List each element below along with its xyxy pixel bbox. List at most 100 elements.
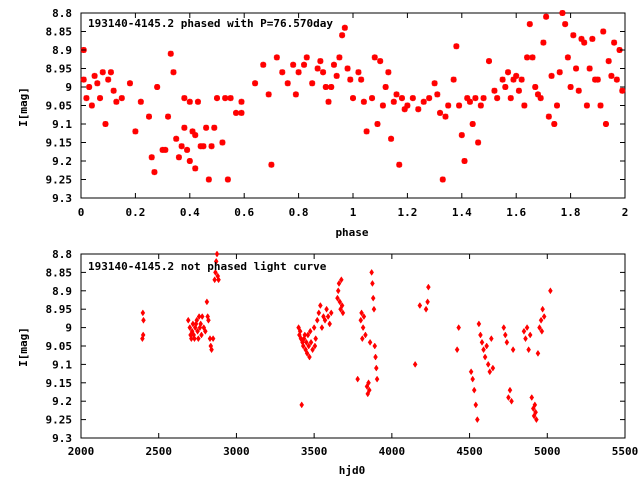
unphased-data-point bbox=[339, 276, 344, 284]
unphased-data-point bbox=[526, 346, 531, 354]
phased-x-tick-label: 1.6 bbox=[506, 206, 526, 219]
unphased-data-point bbox=[524, 324, 530, 332]
phased-data-point bbox=[510, 76, 517, 83]
phased-data-point bbox=[181, 95, 188, 102]
unphased-data-point bbox=[482, 353, 488, 361]
phased-data-point bbox=[575, 87, 582, 94]
unphased-data-point bbox=[471, 386, 477, 394]
unphased-data-point bbox=[367, 386, 372, 394]
unphased-data-point bbox=[541, 313, 547, 321]
phased-x-axis-label: phase bbox=[335, 226, 368, 239]
unphased-x-tick-label: 2000 bbox=[68, 445, 95, 458]
unphased-data-point bbox=[487, 368, 493, 376]
unphased-y-tick-label: 9.3 bbox=[52, 432, 72, 445]
phased-data-point bbox=[214, 95, 220, 102]
unphased-data-point bbox=[366, 379, 371, 387]
unphased-data-point bbox=[207, 335, 213, 343]
unphased-y-tick-label: 8.8 bbox=[52, 248, 72, 261]
phased-data-point bbox=[458, 132, 465, 139]
phased-data-point bbox=[396, 161, 403, 168]
phased-chart-title: 193140-4145.2 phased with P=76.570day bbox=[88, 17, 333, 30]
phased-data-point bbox=[165, 113, 172, 120]
phased-data-point bbox=[273, 54, 280, 61]
phased-data-point bbox=[456, 102, 463, 109]
phased-data-point bbox=[205, 176, 212, 183]
phased-data-point bbox=[186, 158, 193, 164]
phased-data-point bbox=[222, 95, 229, 102]
phased-data-point bbox=[469, 121, 476, 127]
phased-data-point bbox=[491, 87, 498, 94]
unphased-data-point bbox=[485, 360, 491, 368]
unphased-data-point bbox=[304, 349, 310, 357]
phased-data-point bbox=[409, 95, 416, 102]
phased-data-point bbox=[102, 121, 109, 127]
unphased-data-point bbox=[195, 327, 200, 335]
phased-data-point bbox=[322, 84, 329, 90]
phased-data-point bbox=[184, 146, 191, 153]
phased-data-point bbox=[200, 143, 207, 150]
phased-data-point bbox=[426, 95, 433, 102]
unphased-data-point bbox=[339, 302, 345, 309]
phased-data-point bbox=[194, 98, 201, 105]
unphased-data-point bbox=[360, 335, 365, 343]
phased-data-point bbox=[118, 95, 125, 102]
unphased-data-point bbox=[475, 416, 480, 424]
phased-data-point bbox=[374, 121, 381, 127]
unphased-data-point bbox=[534, 416, 539, 424]
phased-data-point bbox=[562, 21, 569, 28]
unphased-data-point bbox=[369, 268, 374, 276]
phased-ticks: 0 0.2 0.4 0.6 0.8 1 1.2 1.4 1.6 1.8 2 8.8 8.85 8.9 8.9… bbox=[46, 7, 629, 219]
unphased-data-point bbox=[412, 360, 418, 368]
unphased-data-point bbox=[311, 324, 317, 332]
phased-data-point bbox=[137, 98, 144, 105]
phased-data-point bbox=[583, 102, 590, 109]
phased-data-point bbox=[211, 124, 218, 131]
phased-data-point bbox=[88, 102, 95, 109]
unphased-data-point bbox=[187, 324, 193, 332]
phased-data-point bbox=[146, 113, 152, 120]
unphased-data-point bbox=[372, 342, 378, 350]
unphased-data-point bbox=[336, 279, 342, 287]
phased-data-point bbox=[377, 58, 384, 65]
unphased-data-point bbox=[503, 331, 508, 339]
phased-data-point bbox=[268, 161, 275, 168]
unphased-data-point bbox=[307, 353, 312, 361]
phased-data-point bbox=[605, 58, 612, 65]
unphased-x-tick-label: 5000 bbox=[534, 445, 561, 458]
phased-data-point bbox=[333, 72, 340, 79]
unphased-data-point bbox=[426, 283, 431, 291]
phased-data-point bbox=[339, 32, 346, 39]
phased-data-point bbox=[341, 24, 348, 31]
phased-data-point bbox=[398, 95, 405, 102]
unphased-data-point bbox=[335, 294, 340, 302]
phased-data-point bbox=[238, 109, 245, 116]
phased-data-point bbox=[192, 165, 199, 172]
phased-data-point bbox=[382, 84, 389, 90]
unphased-x-tick-label: 3500 bbox=[301, 445, 328, 458]
unphased-x-tick-label: 4500 bbox=[456, 445, 483, 458]
unphased-data-point bbox=[359, 309, 364, 317]
phased-x-tick-label: 0.6 bbox=[234, 206, 254, 219]
unphased-data-point bbox=[140, 309, 146, 317]
phased-data-point bbox=[173, 135, 180, 142]
phased-data-point bbox=[586, 65, 593, 72]
unphased-data-point bbox=[314, 316, 320, 324]
phased-x-tick-label: 0.2 bbox=[125, 206, 145, 219]
phased-data-point bbox=[439, 176, 446, 183]
phased-x-tick-label: 1 bbox=[350, 206, 357, 219]
unphased-data-point bbox=[192, 335, 197, 343]
phased-chart: 0 0.2 0.4 0.6 0.8 1 1.2 1.4 1.6 1.8 2 8.8 8.85 8.9 8.9… bbox=[17, 7, 628, 239]
unphased-data-point bbox=[355, 375, 360, 383]
unphased-data-point bbox=[540, 305, 545, 313]
unphased-data-point bbox=[206, 316, 211, 324]
unphased-data-point bbox=[370, 294, 376, 302]
phased-data-point bbox=[360, 98, 367, 105]
phased-y-tick-label: 9.15 bbox=[46, 137, 73, 150]
phased-data-point bbox=[529, 54, 536, 61]
phased-data-point bbox=[162, 146, 169, 153]
phased-data-point bbox=[292, 91, 299, 98]
phased-y-tick-label: 9.2 bbox=[52, 155, 72, 168]
phased-y-axis-label: I[mag] bbox=[17, 87, 30, 127]
phased-data-point bbox=[330, 61, 337, 68]
phased-data-point bbox=[597, 102, 604, 109]
